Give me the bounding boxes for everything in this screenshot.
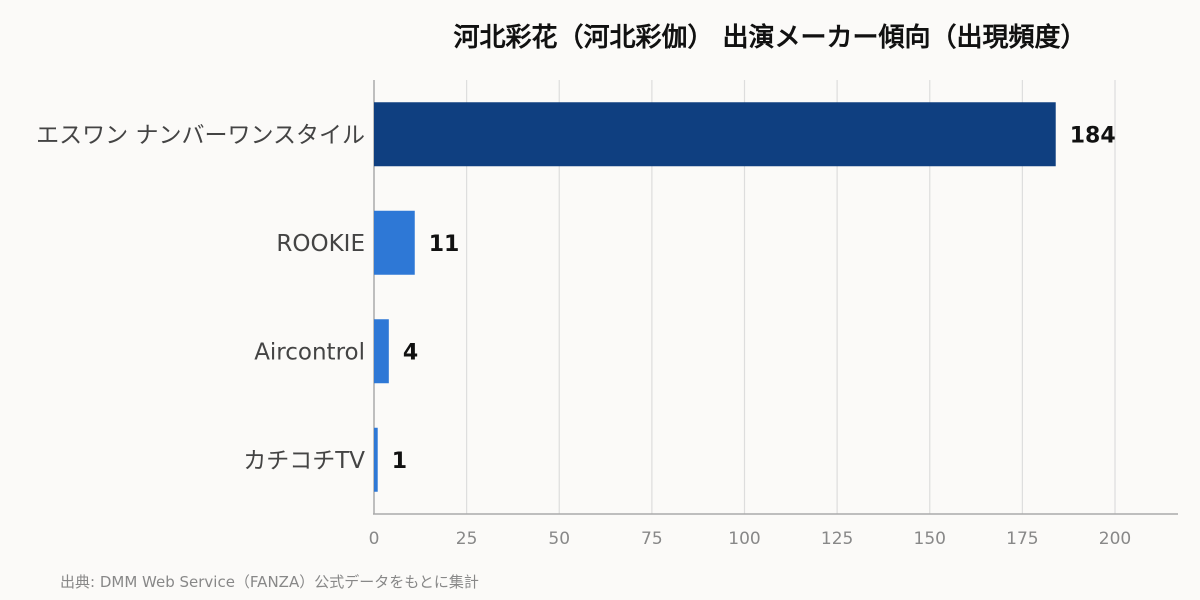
bar	[374, 427, 378, 492]
x-tick-label: 100	[728, 529, 760, 549]
category-labels: エスワン ナンバーワンスタイル ROOKIE Aircontrol カチコチTV	[36, 122, 365, 474]
value-label: 11	[429, 232, 460, 257]
x-tick-label: 75	[641, 529, 663, 549]
bar	[374, 102, 1056, 167]
category-label: Aircontrol	[254, 339, 365, 365]
category-label: カチコチTV	[243, 448, 365, 474]
bar	[374, 210, 415, 275]
x-tick-label: 175	[1006, 529, 1038, 549]
x-tick-label: 50	[548, 529, 570, 549]
value-labels: 184 11 4 1	[392, 123, 1116, 474]
bars	[374, 102, 1056, 492]
x-tick-label: 200	[1099, 529, 1131, 549]
x-tick-label: 25	[456, 529, 478, 549]
x-tick-label: 0	[369, 529, 380, 549]
x-tick-label: 125	[821, 529, 853, 549]
chart-title: 河北彩花（河北彩伽） 出演メーカー傾向（出現頻度）	[453, 22, 1086, 53]
source-note: 出典: DMM Web Service（FANZA）公式データをもとに集計	[60, 573, 479, 591]
category-label: ROOKIE	[276, 231, 365, 257]
x-tick-label: 150	[914, 529, 946, 549]
category-label: エスワン ナンバーワンスタイル	[36, 122, 365, 148]
x-tick-labels: 0 25 50 75 100 125 150 175 200	[369, 529, 1132, 549]
bar	[374, 319, 389, 384]
value-label: 1	[392, 449, 407, 474]
value-label: 184	[1070, 123, 1116, 148]
value-label: 4	[403, 340, 418, 365]
